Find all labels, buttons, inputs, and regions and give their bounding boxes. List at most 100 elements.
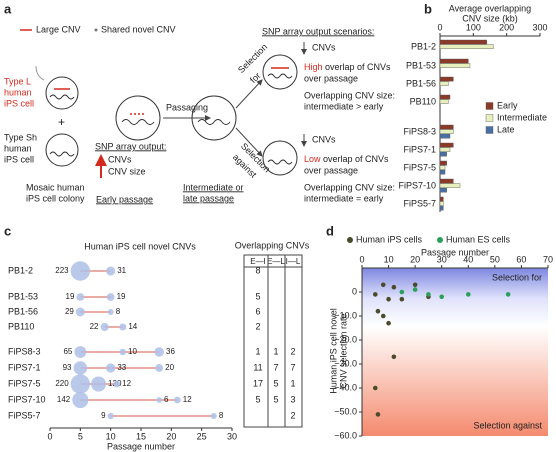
colony [191, 95, 237, 141]
legend-label: Late [497, 124, 515, 134]
plus: + [58, 115, 65, 129]
row-label: PB1-53 [8, 291, 38, 301]
chromosome [49, 151, 75, 157]
scenario-text: overlap of CNVs [325, 62, 391, 72]
y-tick-label: −50.0 [334, 406, 357, 416]
point [391, 354, 397, 360]
overlap-value: 5 [273, 378, 278, 388]
panel-label: d [326, 223, 334, 238]
overlap-value: 2 [290, 346, 295, 356]
cnv-bubble [72, 391, 89, 409]
cell-label: Type L [4, 76, 31, 86]
scenario-text: overlap of CNVs [323, 154, 389, 164]
cnv-bubble [156, 397, 163, 403]
legend-marker [347, 237, 353, 243]
cnv-bubble [173, 396, 181, 404]
count-label: 8 [219, 411, 224, 420]
count-label: 142 [57, 395, 71, 404]
row-label: FiPS7-5 [8, 378, 41, 388]
cnv-bubble [74, 346, 87, 358]
x-tick-label: 0 [359, 254, 364, 264]
x-tick-label: 30 [227, 431, 237, 441]
bracket [35, 65, 45, 81]
bar [439, 160, 447, 166]
category-label: FiPS5-7 [403, 198, 436, 208]
overlap-value: 7 [273, 362, 278, 372]
count-label: 36 [166, 347, 175, 356]
overlap-value: 1 [273, 346, 278, 356]
point [505, 292, 511, 297]
stage-label: late passage [183, 193, 234, 203]
count-label: 20 [165, 363, 174, 372]
cell-label: Type Sh [4, 132, 37, 142]
legend-text: Shared novel CNV [101, 24, 176, 34]
stage-label: Intermediate or [183, 182, 244, 192]
point [412, 282, 418, 288]
bar [439, 187, 447, 193]
y-tick-label: −40.0 [334, 382, 357, 392]
row-label: FiPS5-7 [8, 410, 41, 420]
bar [439, 183, 461, 188]
row-label: FiPS8-3 [8, 346, 41, 356]
panel-a: a Large CNV Shared novel CNV Type L huma… [4, 1, 395, 204]
scenario-text: Overlapping CNV size: [304, 90, 395, 100]
overlap-value: 17 [253, 378, 263, 388]
category-label: PB110 [410, 96, 436, 106]
bar [439, 205, 444, 211]
row-label: PB1-2 [8, 265, 33, 275]
bar [439, 63, 471, 68]
point [399, 289, 405, 295]
cell-label: human [4, 87, 32, 97]
y-tick-label: −30.0 [334, 358, 357, 368]
cnv-bubble [155, 364, 164, 372]
category-label: FiPS7-10 [398, 180, 436, 190]
overlap-value: 6 [255, 306, 260, 316]
count-label: 29 [65, 307, 74, 316]
cnv-bubble [100, 322, 109, 332]
highlight: Low [304, 154, 321, 164]
scenario-text: High overlap of CNVs [304, 62, 391, 72]
cnv-bubble [113, 380, 121, 388]
cnv-bubble [70, 261, 91, 281]
category-label: PB1-53 [406, 60, 436, 70]
overlap-value: 2 [290, 410, 295, 420]
point [391, 284, 397, 290]
count-label: 93 [63, 363, 72, 372]
legend-text: Large CNV [36, 24, 81, 34]
count-label: 19 [117, 292, 126, 301]
point [375, 412, 381, 417]
point [372, 385, 378, 391]
overlap-value: 8 [255, 265, 260, 275]
cnv-bubble [106, 266, 116, 276]
bar [439, 58, 469, 64]
point [380, 282, 386, 288]
cnv-bubble [91, 376, 107, 392]
y-tick-label: −20.0 [334, 334, 357, 344]
category-label: FiPS7-1 [403, 144, 436, 154]
overlap-value: 5 [255, 291, 260, 301]
point [412, 287, 418, 292]
count-label: 8 [116, 307, 121, 316]
cnv-bubble [119, 348, 127, 356]
arrow [235, 127, 263, 157]
overlap-value: 3 [290, 394, 295, 404]
bar [439, 129, 454, 134]
chromosome [121, 119, 155, 125]
cell [45, 133, 79, 167]
table-title: Overlapping CNVs [235, 240, 310, 250]
y-tick-label: −10.0 [334, 310, 357, 320]
overlap-value: 5 [273, 394, 278, 404]
bar [439, 196, 444, 202]
stage-label: Early passage [96, 194, 153, 204]
count-label: 65 [63, 347, 72, 356]
point [426, 292, 431, 297]
cnv-bubble [73, 361, 88, 375]
count-label: 12 [183, 395, 192, 404]
count-label: 22 [90, 322, 99, 331]
row-label: PB1-56 [8, 306, 38, 316]
x-tick-label: 25 [197, 431, 207, 441]
table-frame [243, 254, 303, 428]
scenarios-label: SNP array output scenarios: [262, 26, 374, 36]
y-axis-title: Human iPS cell novel [328, 308, 338, 394]
